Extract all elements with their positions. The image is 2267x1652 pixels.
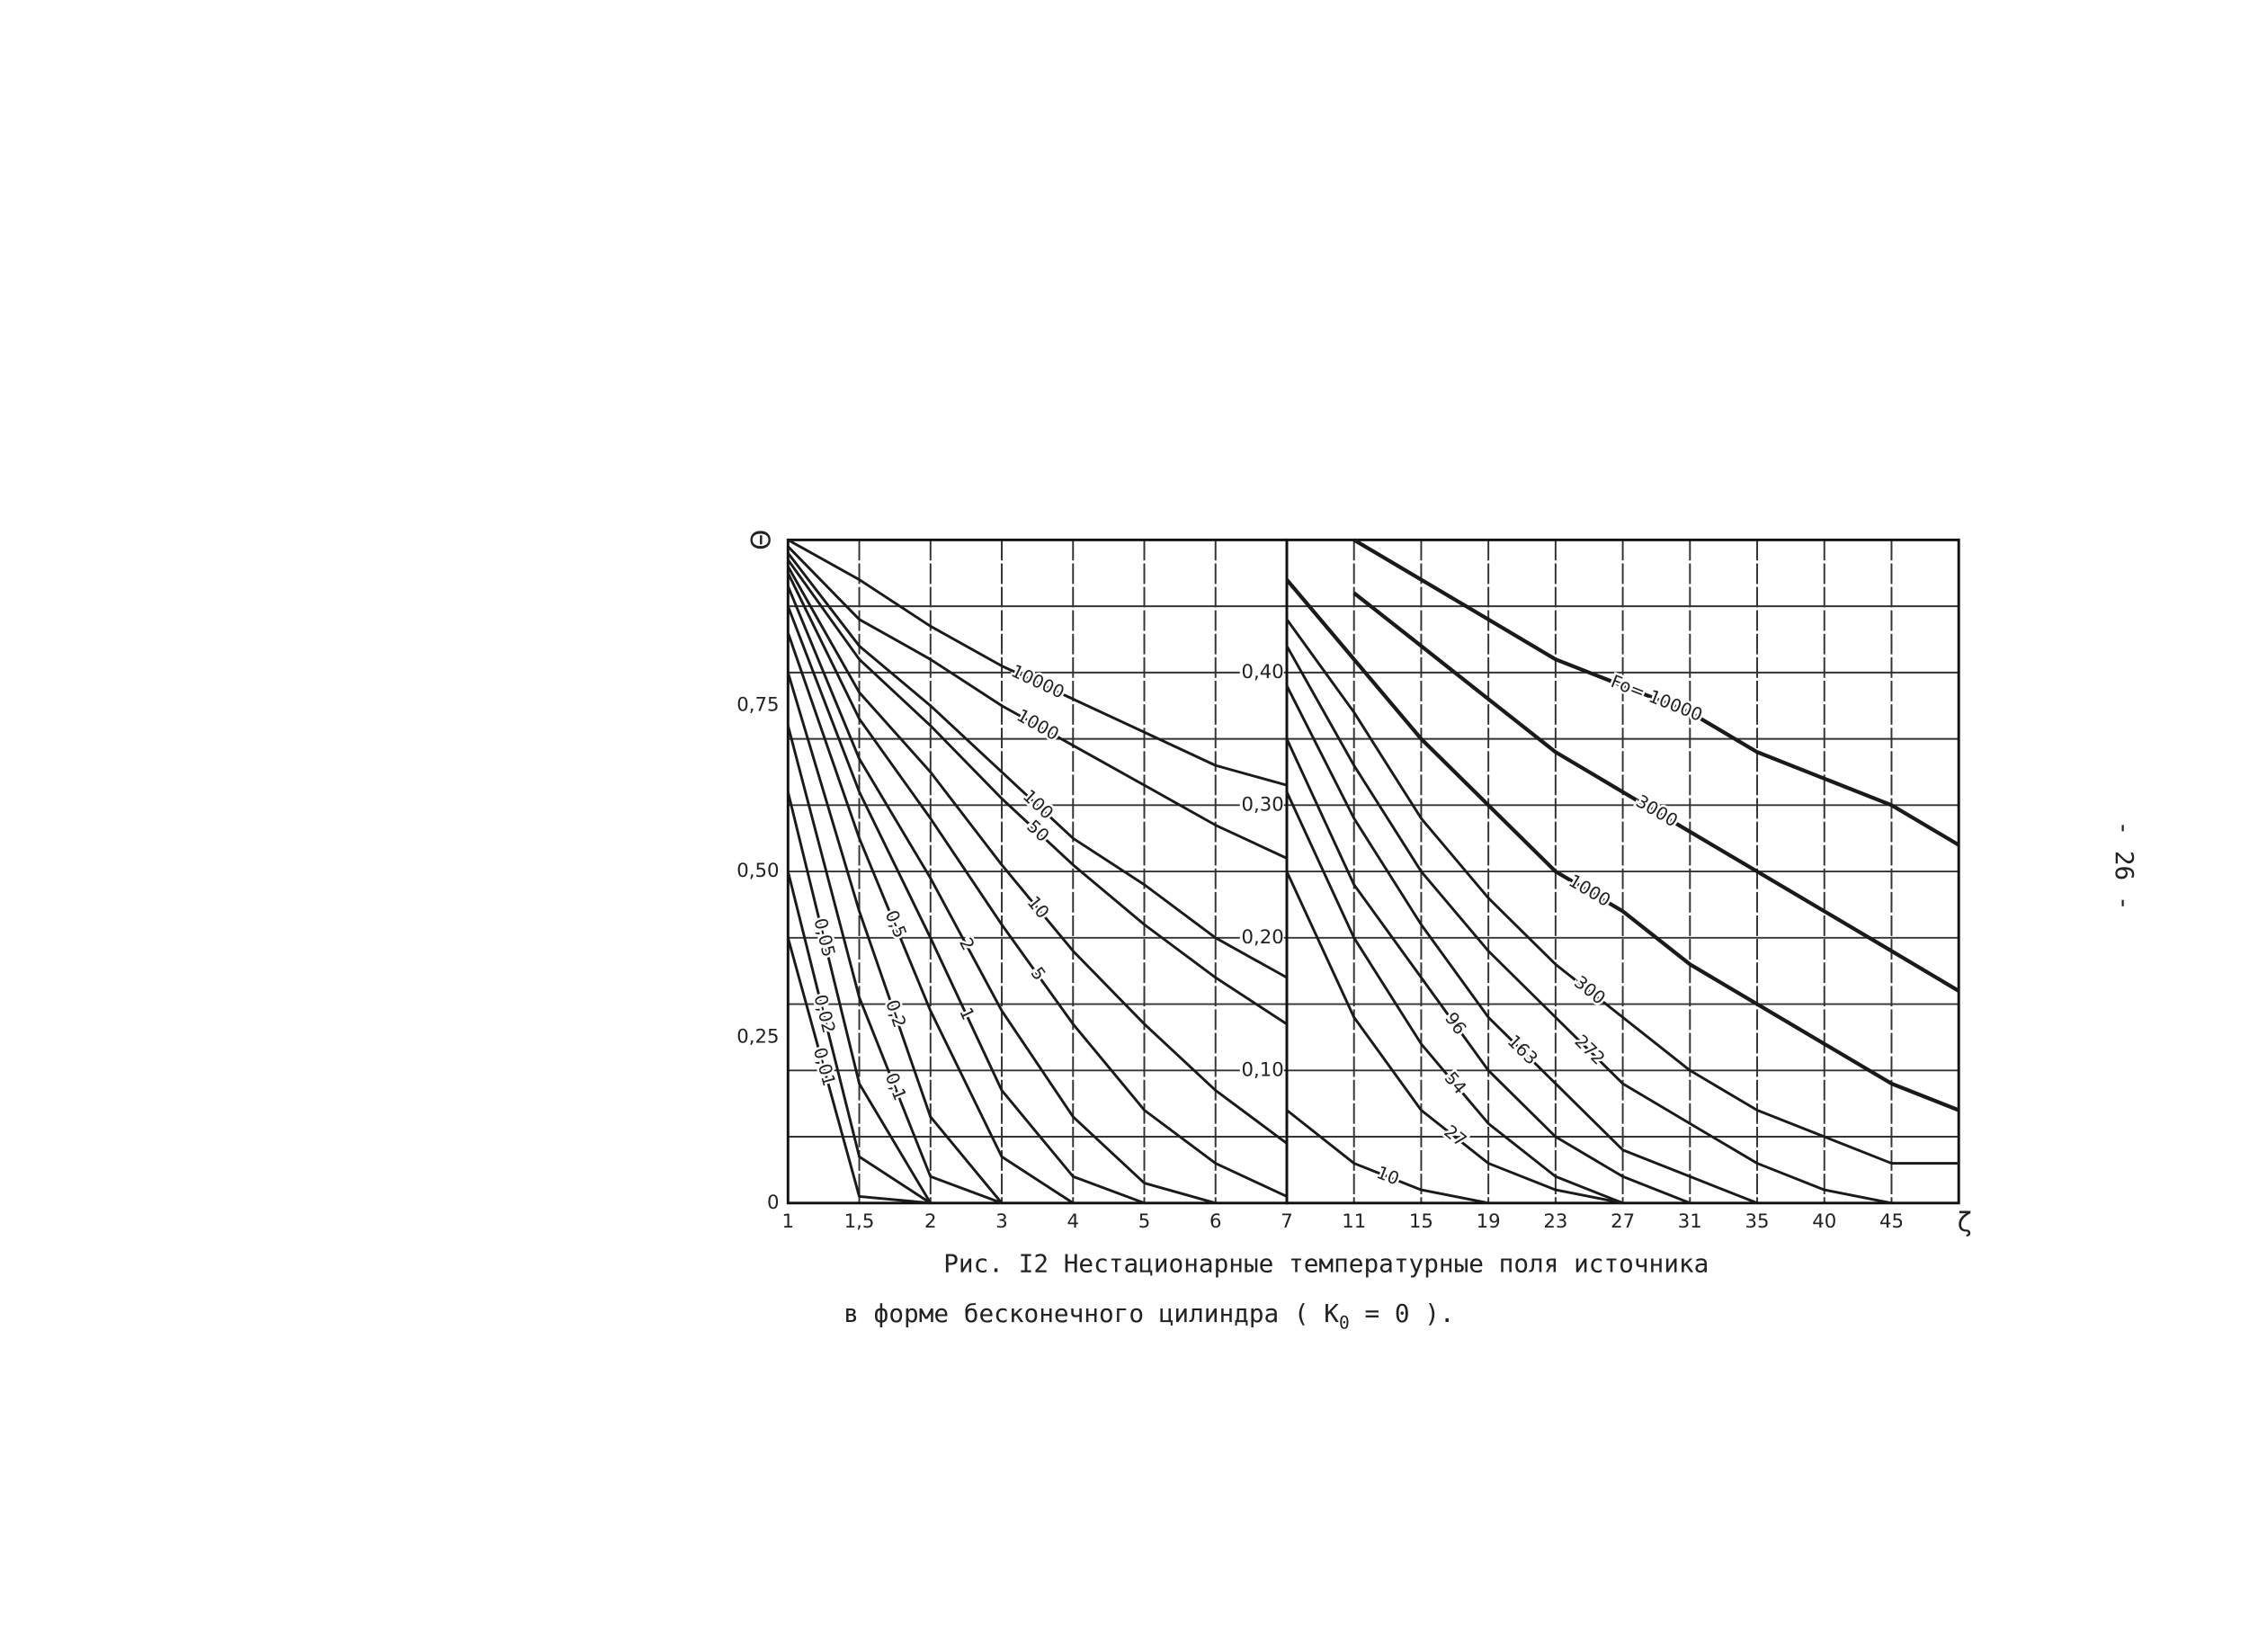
x-tick-label: 35 (1745, 1210, 1770, 1232)
curve (786, 632, 1075, 1205)
panel: 1 1,5 2 3 4 5 6 700,250,500,75Θ1000010001005010… (736, 530, 1292, 1232)
caption-line: в форме бесконечного цилиндра ( K0 = 0 )… (843, 1299, 1454, 1333)
caption-text: = 0 ). (1350, 1299, 1455, 1328)
label-backdrop (1239, 660, 1284, 684)
curve (1285, 871, 1623, 1205)
y-tick-label: 0,75 (736, 693, 779, 716)
curve (786, 937, 931, 1205)
curve (1352, 591, 1960, 993)
x-tick-label: 40 (1812, 1210, 1836, 1232)
caption-text: в форме бесконечного цилиндра ( K (843, 1299, 1339, 1328)
x-tick-label: 1,5 (844, 1210, 875, 1232)
y-tick-label: 0,30 (1242, 792, 1284, 815)
curve-label: 0,1 (881, 1070, 911, 1103)
curve-label: 1000 (1565, 871, 1614, 911)
curve (786, 605, 1146, 1205)
curve (1286, 1109, 1489, 1205)
curve (786, 572, 1288, 1198)
x-tick-label: 2 (924, 1210, 936, 1232)
y-tick-label: 0,40 (1242, 660, 1284, 683)
label-backdrop (1239, 925, 1284, 950)
curve (1285, 791, 1624, 1205)
curve-label: 0,5 (881, 907, 911, 942)
curve (787, 558, 1288, 1025)
x-tick-label: 15 (1409, 1210, 1433, 1232)
curve-label: 3000 (1632, 790, 1682, 831)
curve (786, 672, 1004, 1204)
curve-label: 96 (1441, 1008, 1470, 1039)
x-tick-label: 1 (782, 1210, 794, 1232)
page-number: - 26 - (2110, 820, 2139, 910)
x-tick-label: 4 (1067, 1210, 1079, 1232)
caption-subscript: 0 (1339, 1312, 1350, 1333)
x-tick-label: 3 (995, 1210, 1007, 1232)
curve (786, 871, 932, 1205)
x-tick-label: 7 (1281, 1210, 1292, 1232)
x-tick-label: 5 (1138, 1210, 1150, 1232)
curve (1285, 578, 1959, 1112)
x-tick-label: 11 (1342, 1210, 1366, 1232)
curve (1352, 538, 1960, 847)
curve-label: 0,05 (810, 916, 840, 960)
curve (787, 545, 1288, 860)
curve (786, 585, 1217, 1205)
curve (786, 791, 932, 1204)
curve (786, 725, 1003, 1205)
y-axis-label: Θ (745, 530, 775, 550)
curve (1285, 618, 1959, 1165)
x-tick-label: 31 (1678, 1210, 1702, 1232)
y-tick-label: 0 (767, 1191, 779, 1213)
curve-label: 10 (1374, 1162, 1403, 1190)
y-tick-label: 0,25 (736, 1024, 779, 1047)
curve-label: 1 (955, 1005, 978, 1023)
x-axis-label: ζ (1958, 1207, 1972, 1237)
curve-label: 0,01 (809, 1045, 840, 1088)
curve (787, 566, 1288, 1145)
curve (1285, 737, 1691, 1205)
x-tick-label: 23 (1543, 1210, 1567, 1232)
x-tick-label: 6 (1209, 1210, 1221, 1232)
y-tick-label: 0,20 (1242, 925, 1284, 948)
x-tick-label: 27 (1611, 1210, 1635, 1232)
curve (1285, 645, 1892, 1205)
curve-label: 5 (1027, 963, 1050, 985)
curve-label: 0,2 (881, 997, 910, 1031)
curve-label: 10000 (1008, 660, 1067, 702)
y-tick-label: 0,10 (1242, 1058, 1284, 1080)
curve (787, 539, 1288, 787)
label-backdrop (1239, 793, 1284, 817)
x-tick-label: 19 (1477, 1210, 1501, 1232)
curve (1285, 684, 1758, 1205)
curve (787, 552, 1288, 979)
label-backdrop (1239, 1058, 1284, 1083)
caption-line: Рис. I2 Нестационарные температурные пол… (943, 1248, 1709, 1278)
x-tick-label: 45 (1879, 1210, 1904, 1232)
y-tick-label: 0,50 (736, 859, 779, 881)
